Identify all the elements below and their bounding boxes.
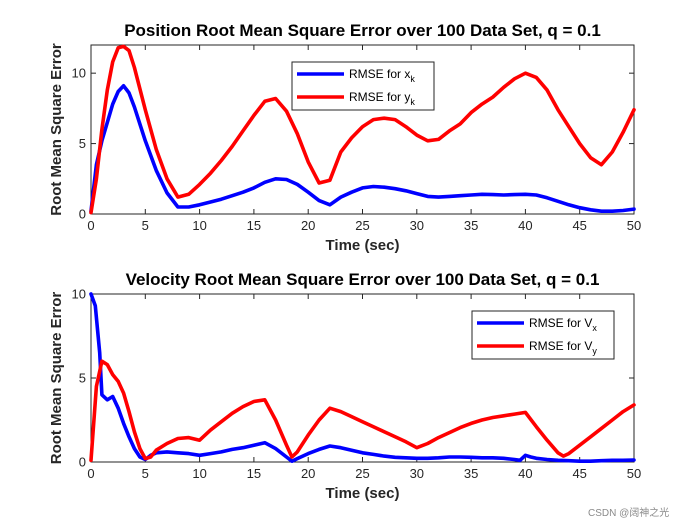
chart2-title: Velocity Root Mean Square Error over 100… bbox=[126, 270, 600, 289]
chart2-series-line-1 bbox=[89, 292, 636, 464]
chart1-legend: RMSE for xk RMSE for yk bbox=[291, 61, 435, 111]
chart2-xlabel: Time (sec) bbox=[326, 485, 400, 502]
chart1-xtick-label: 15 bbox=[247, 218, 261, 233]
chart1-xtick-label: 40 bbox=[518, 218, 532, 233]
watermark: CSDN @阔神之光 bbox=[588, 508, 670, 519]
chart2-xtick-label: 20 bbox=[301, 466, 315, 481]
chart2-legend-label-2: RMSE for Vy bbox=[529, 339, 597, 356]
chart2: 0 5 10 15 20 25 30 35 40 45 50 0 5 10 Velocity Root Me… bbox=[48, 270, 641, 502]
chart1-xtick-label: 10 bbox=[192, 218, 206, 233]
chart2-xtick-label: 15 bbox=[247, 466, 261, 481]
chart1-ytick-label: 0 bbox=[79, 207, 86, 222]
chart1-legend-label-2: RMSE for yk bbox=[349, 90, 415, 107]
chart1-legend-box bbox=[291, 61, 435, 111]
chart2-xtick-label: 0 bbox=[87, 466, 94, 481]
chart2-legend-box bbox=[471, 310, 615, 360]
chart2-legend-label-1: RMSE for Vx bbox=[529, 316, 597, 333]
chart1-xtick-label: 20 bbox=[301, 218, 315, 233]
chart2-ytick-label: 0 bbox=[79, 455, 86, 470]
chart1-ytick-label: 5 bbox=[79, 136, 86, 151]
chart1-xtick-label: 30 bbox=[410, 218, 424, 233]
chart1-series-line-2 bbox=[89, 44, 636, 215]
chart1-xtick-label: 5 bbox=[142, 218, 149, 233]
chart2-series-line-2 bbox=[89, 359, 636, 463]
chart1: 0 5 10 15 20 25 30 35 40 45 50 0 5 10 Position Root Me… bbox=[48, 21, 641, 254]
chart1-xtick-label: 25 bbox=[355, 218, 369, 233]
chart1-xtick-label: 45 bbox=[572, 218, 586, 233]
chart1-ytick-label: 10 bbox=[72, 66, 86, 81]
chart2-xtick-label: 45 bbox=[572, 466, 586, 481]
chart2-xtick-label: 40 bbox=[518, 466, 532, 481]
chart2-xtick-label: 10 bbox=[192, 466, 206, 481]
chart2-xtick-label: 5 bbox=[142, 466, 149, 481]
chart1-title: Position Root Mean Square Error over 100… bbox=[124, 21, 601, 40]
chart2-xtick-label: 25 bbox=[355, 466, 369, 481]
chart2-xtick-label: 35 bbox=[464, 466, 478, 481]
chart1-xlabel: Time (sec) bbox=[326, 237, 400, 254]
chart1-series-line-1 bbox=[89, 84, 636, 213]
chart1-xtick-label: 35 bbox=[464, 218, 478, 233]
chart2-xtick-label: 30 bbox=[410, 466, 424, 481]
chart2-xtick-label: 50 bbox=[627, 466, 641, 481]
chart1-xtick-label: 0 bbox=[87, 218, 94, 233]
chart2-ytick-label: 10 bbox=[72, 287, 86, 302]
chart1-xtick-label: 50 bbox=[627, 218, 641, 233]
chart2-ylabel: Root Mean Square Error bbox=[48, 292, 65, 465]
chart2-ytick-label: 5 bbox=[79, 371, 86, 386]
chart1-legend-label-1: RMSE for xk bbox=[349, 67, 415, 84]
chart1-ylabel: Root Mean Square Error bbox=[48, 43, 65, 216]
chart2-legend: RMSE for Vx RMSE for Vy bbox=[471, 310, 615, 360]
